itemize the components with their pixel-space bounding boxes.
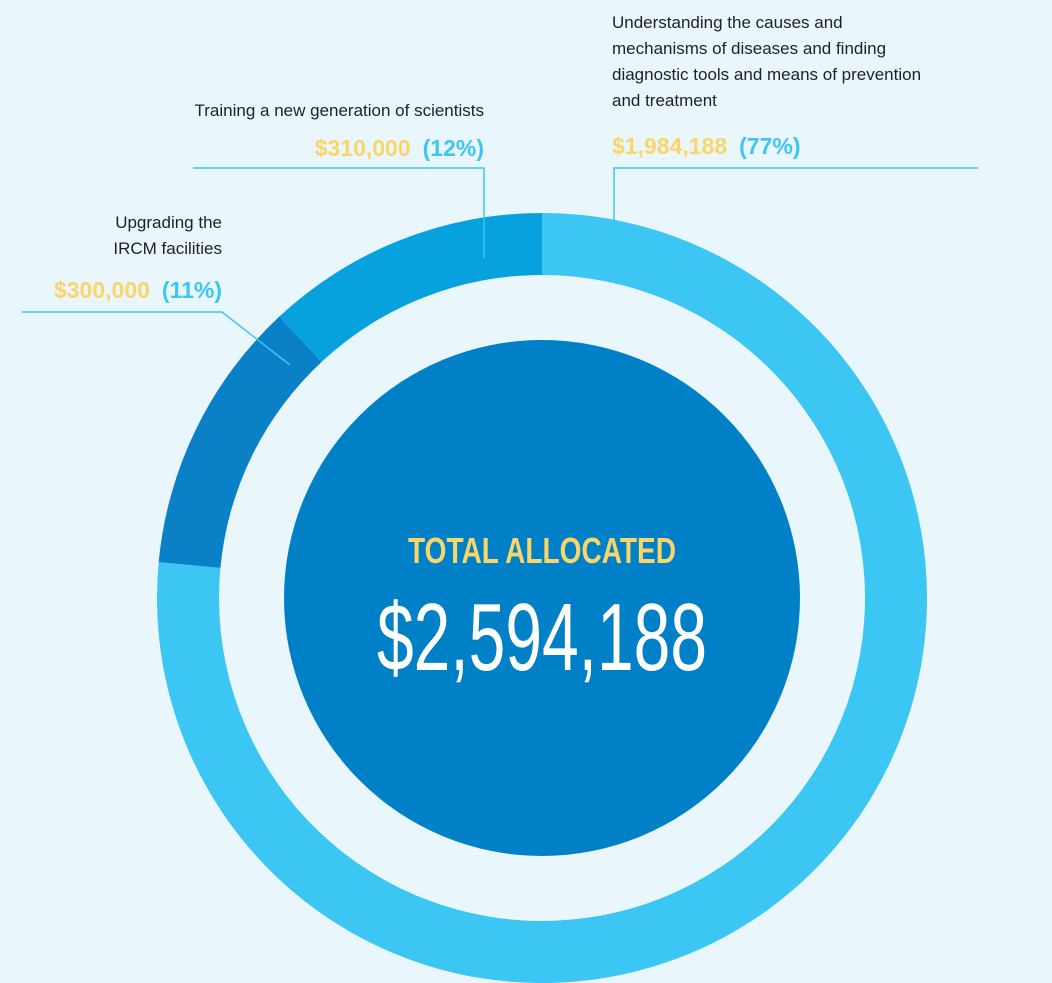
center-total: $2,594,188 bbox=[377, 584, 707, 691]
center-title: TOTAL ALLOCATED bbox=[408, 530, 676, 571]
percent-label: (77%) bbox=[739, 133, 800, 159]
category-label: Training a new generation of scientists bbox=[195, 101, 484, 120]
value-label: $1,984,188 bbox=[612, 133, 727, 159]
category-label: Understanding the causes and mechanisms o… bbox=[612, 13, 921, 110]
donut-slice bbox=[158, 316, 322, 568]
value-label: $310,000 bbox=[315, 135, 411, 161]
leader-line bbox=[22, 311, 291, 366]
leader-line bbox=[613, 167, 978, 222]
leader-line bbox=[193, 167, 485, 258]
category-label: Upgrading the IRCM facilities bbox=[113, 213, 222, 258]
percent-label: (12%) bbox=[423, 135, 484, 161]
value-label: $300,000 bbox=[54, 277, 150, 303]
percent-label: (11%) bbox=[162, 277, 222, 303]
center-circle bbox=[284, 340, 800, 856]
donut-slice bbox=[279, 213, 542, 362]
